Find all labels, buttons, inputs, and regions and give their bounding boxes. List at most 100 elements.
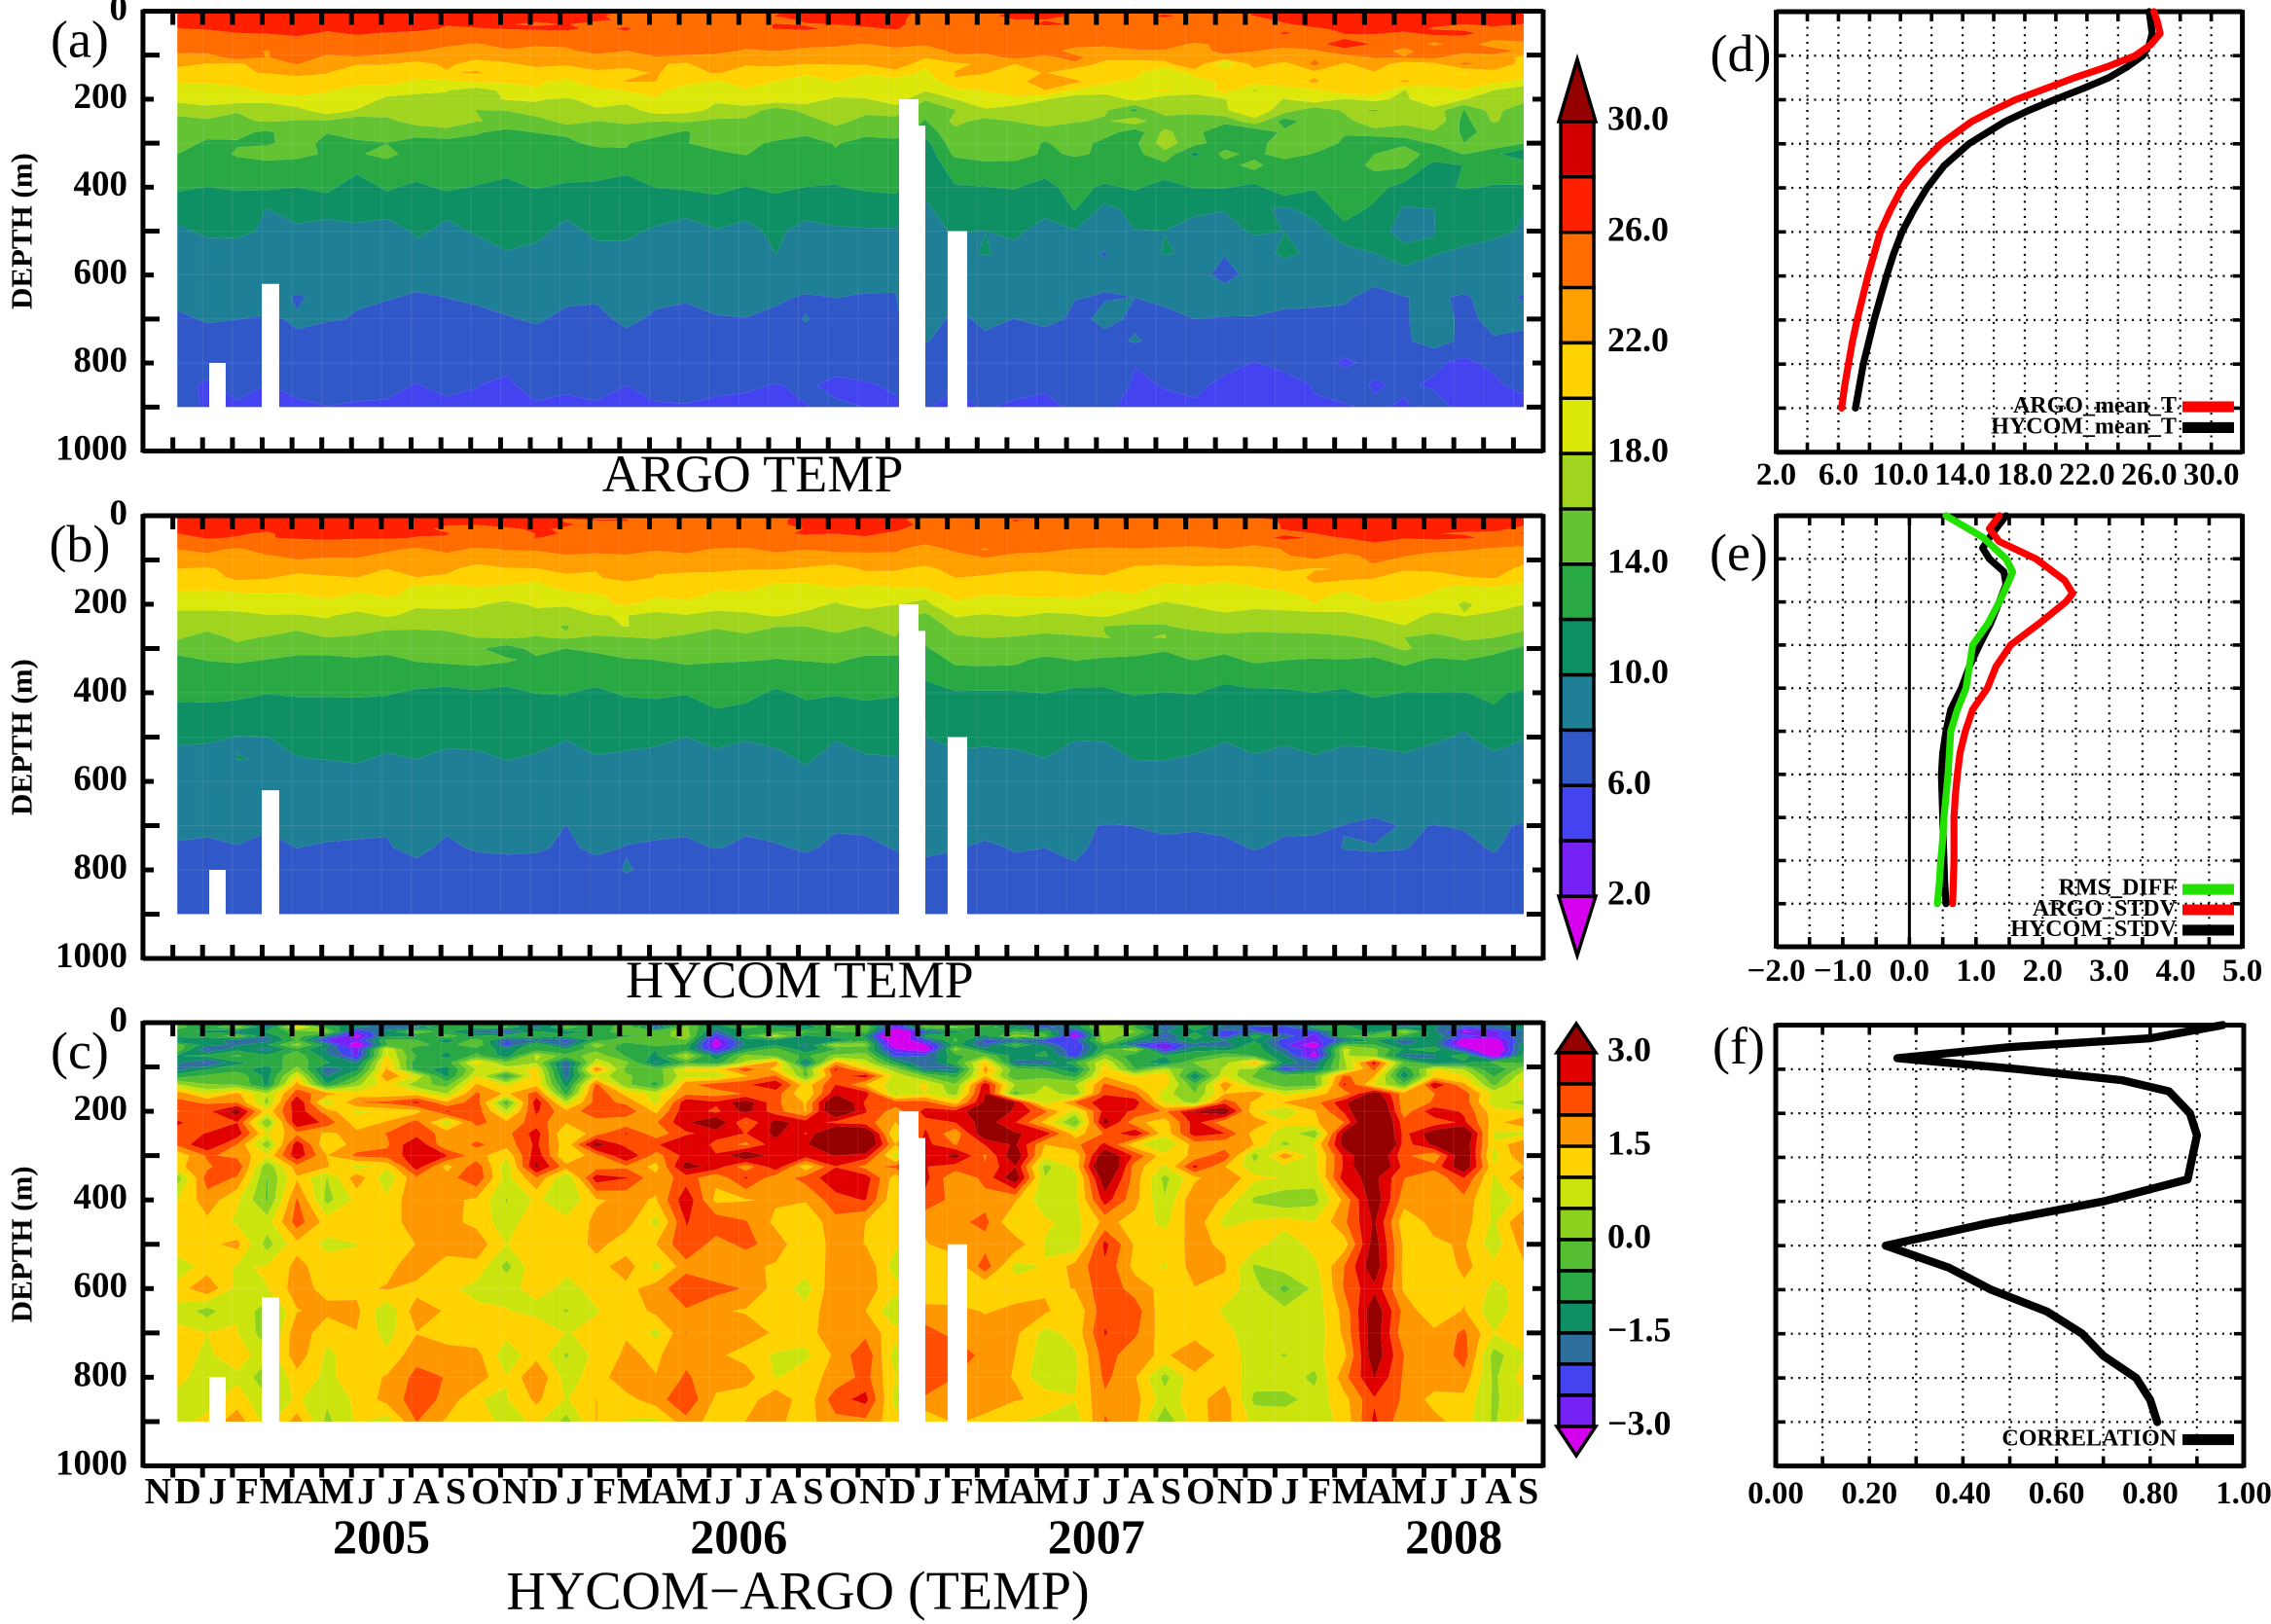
svg-text:2007: 2007 <box>1048 1509 1145 1564</box>
svg-text:0.20: 0.20 <box>1841 1476 1897 1511</box>
svg-text:0.60: 0.60 <box>2029 1476 2085 1511</box>
svg-text:0: 0 <box>109 493 126 533</box>
svg-text:J: J <box>208 1471 227 1512</box>
svg-text:0.00: 0.00 <box>1748 1476 1804 1511</box>
svg-text:J: J <box>715 1471 734 1512</box>
svg-text:(b): (b) <box>49 515 110 573</box>
svg-text:22.0: 22.0 <box>2059 457 2115 492</box>
svg-text:0.40: 0.40 <box>1934 1476 1991 1511</box>
svg-text:A: A <box>651 1471 678 1512</box>
svg-text:J: J <box>1460 1471 1478 1512</box>
svg-text:−3.0: −3.0 <box>1607 1404 1672 1443</box>
svg-text:ARGO_STDV: ARGO_STDV <box>2033 896 2178 921</box>
svg-text:S: S <box>446 1471 466 1512</box>
svg-text:(c): (c) <box>51 1022 109 1080</box>
svg-text:S: S <box>803 1471 823 1512</box>
svg-text:N: N <box>502 1471 528 1512</box>
svg-text:M: M <box>1391 1471 1426 1512</box>
svg-text:6.0: 6.0 <box>1607 763 1651 802</box>
svg-text:(d): (d) <box>1711 24 1772 83</box>
svg-text:−2.0: −2.0 <box>1748 954 1806 989</box>
svg-text:A: A <box>1485 1471 1512 1512</box>
svg-text:ARGO TEMP: ARGO TEMP <box>602 445 904 503</box>
svg-text:A: A <box>1128 1471 1155 1512</box>
svg-text:D: D <box>532 1471 559 1512</box>
svg-text:HYCOM−ARGO (TEMP): HYCOM−ARGO (TEMP) <box>506 1561 1089 1621</box>
svg-text:(a): (a) <box>51 10 109 68</box>
svg-text:10.0: 10.0 <box>1607 652 1669 691</box>
svg-text:14.0: 14.0 <box>1607 542 1669 581</box>
svg-text:0: 0 <box>109 1000 126 1040</box>
svg-text:J: J <box>923 1471 942 1512</box>
svg-text:M: M <box>617 1471 652 1512</box>
svg-text:J: J <box>1072 1471 1091 1512</box>
svg-text:600: 600 <box>73 253 126 293</box>
svg-text:A: A <box>413 1471 440 1512</box>
svg-text:F: F <box>594 1471 616 1512</box>
svg-text:J: J <box>1102 1471 1121 1512</box>
svg-text:O: O <box>471 1471 500 1512</box>
svg-text:J: J <box>744 1471 763 1512</box>
svg-text:HYCOM_mean_T: HYCOM_mean_T <box>1991 414 2177 439</box>
svg-text:M: M <box>1034 1471 1069 1512</box>
svg-text:O: O <box>1186 1471 1215 1512</box>
svg-text:600: 600 <box>73 759 126 799</box>
svg-text:2005: 2005 <box>333 1509 430 1564</box>
svg-text:HYCOM_STDV: HYCOM_STDV <box>2010 917 2177 942</box>
svg-text:J: J <box>565 1471 584 1512</box>
svg-text:4.0: 4.0 <box>2155 954 2195 989</box>
svg-text:−1.5: −1.5 <box>1607 1311 1672 1350</box>
svg-text:26.0: 26.0 <box>1607 209 1669 248</box>
svg-text:1.00: 1.00 <box>2216 1476 2271 1511</box>
svg-text:18.0: 18.0 <box>1607 431 1669 470</box>
svg-text:0: 0 <box>109 0 126 28</box>
svg-text:1000: 1000 <box>55 936 127 976</box>
svg-text:3.0: 3.0 <box>1607 1030 1651 1069</box>
svg-text:A: A <box>771 1471 798 1512</box>
svg-text:J: J <box>387 1471 406 1512</box>
svg-text:200: 200 <box>73 77 126 117</box>
svg-text:2006: 2006 <box>690 1509 787 1564</box>
svg-text:S: S <box>1518 1471 1538 1512</box>
svg-text:N: N <box>859 1471 885 1512</box>
svg-text:600: 600 <box>73 1266 126 1306</box>
svg-text:ARGO_mean_T: ARGO_mean_T <box>2013 393 2177 418</box>
svg-text:F: F <box>236 1471 259 1512</box>
svg-text:A: A <box>294 1471 321 1512</box>
svg-text:D: D <box>889 1471 916 1512</box>
svg-text:22.0: 22.0 <box>1607 320 1669 359</box>
svg-text:J: J <box>1429 1471 1448 1512</box>
svg-text:2.0: 2.0 <box>1607 874 1651 913</box>
svg-text:1000: 1000 <box>55 1443 127 1483</box>
svg-text:O: O <box>829 1471 858 1512</box>
svg-text:2.0: 2.0 <box>1756 457 1796 492</box>
svg-text:30.0: 30.0 <box>2183 457 2240 492</box>
svg-text:J: J <box>1280 1471 1299 1512</box>
svg-text:200: 200 <box>73 1089 126 1129</box>
svg-text:N: N <box>1217 1471 1244 1512</box>
svg-text:800: 800 <box>73 848 126 887</box>
svg-text:N: N <box>145 1471 171 1512</box>
svg-text:3.0: 3.0 <box>2089 954 2129 989</box>
svg-text:−1.0: −1.0 <box>1814 954 1872 989</box>
svg-text:M: M <box>677 1471 712 1512</box>
svg-text:(f): (f) <box>1712 1017 1765 1075</box>
svg-text:18.0: 18.0 <box>1997 457 2053 492</box>
svg-text:5.0: 5.0 <box>2222 954 2262 989</box>
svg-text:200: 200 <box>73 582 126 622</box>
svg-text:0.0: 0.0 <box>1890 954 1929 989</box>
svg-text:HYCOM TEMP: HYCOM TEMP <box>626 951 974 1009</box>
svg-text:CORRELATION: CORRELATION <box>2001 1426 2177 1451</box>
svg-text:A: A <box>1008 1471 1035 1512</box>
svg-text:M: M <box>1332 1471 1367 1512</box>
svg-text:26.0: 26.0 <box>2121 457 2178 492</box>
svg-text:6.0: 6.0 <box>1819 457 1858 492</box>
svg-text:800: 800 <box>73 341 126 380</box>
svg-text:M: M <box>319 1471 354 1512</box>
svg-text:D: D <box>174 1471 200 1512</box>
svg-text:400: 400 <box>73 670 126 710</box>
svg-text:F: F <box>1309 1471 1331 1512</box>
svg-text:14.0: 14.0 <box>1934 457 1991 492</box>
svg-text:(e): (e) <box>1710 523 1768 582</box>
svg-text:0.0: 0.0 <box>1607 1217 1651 1256</box>
